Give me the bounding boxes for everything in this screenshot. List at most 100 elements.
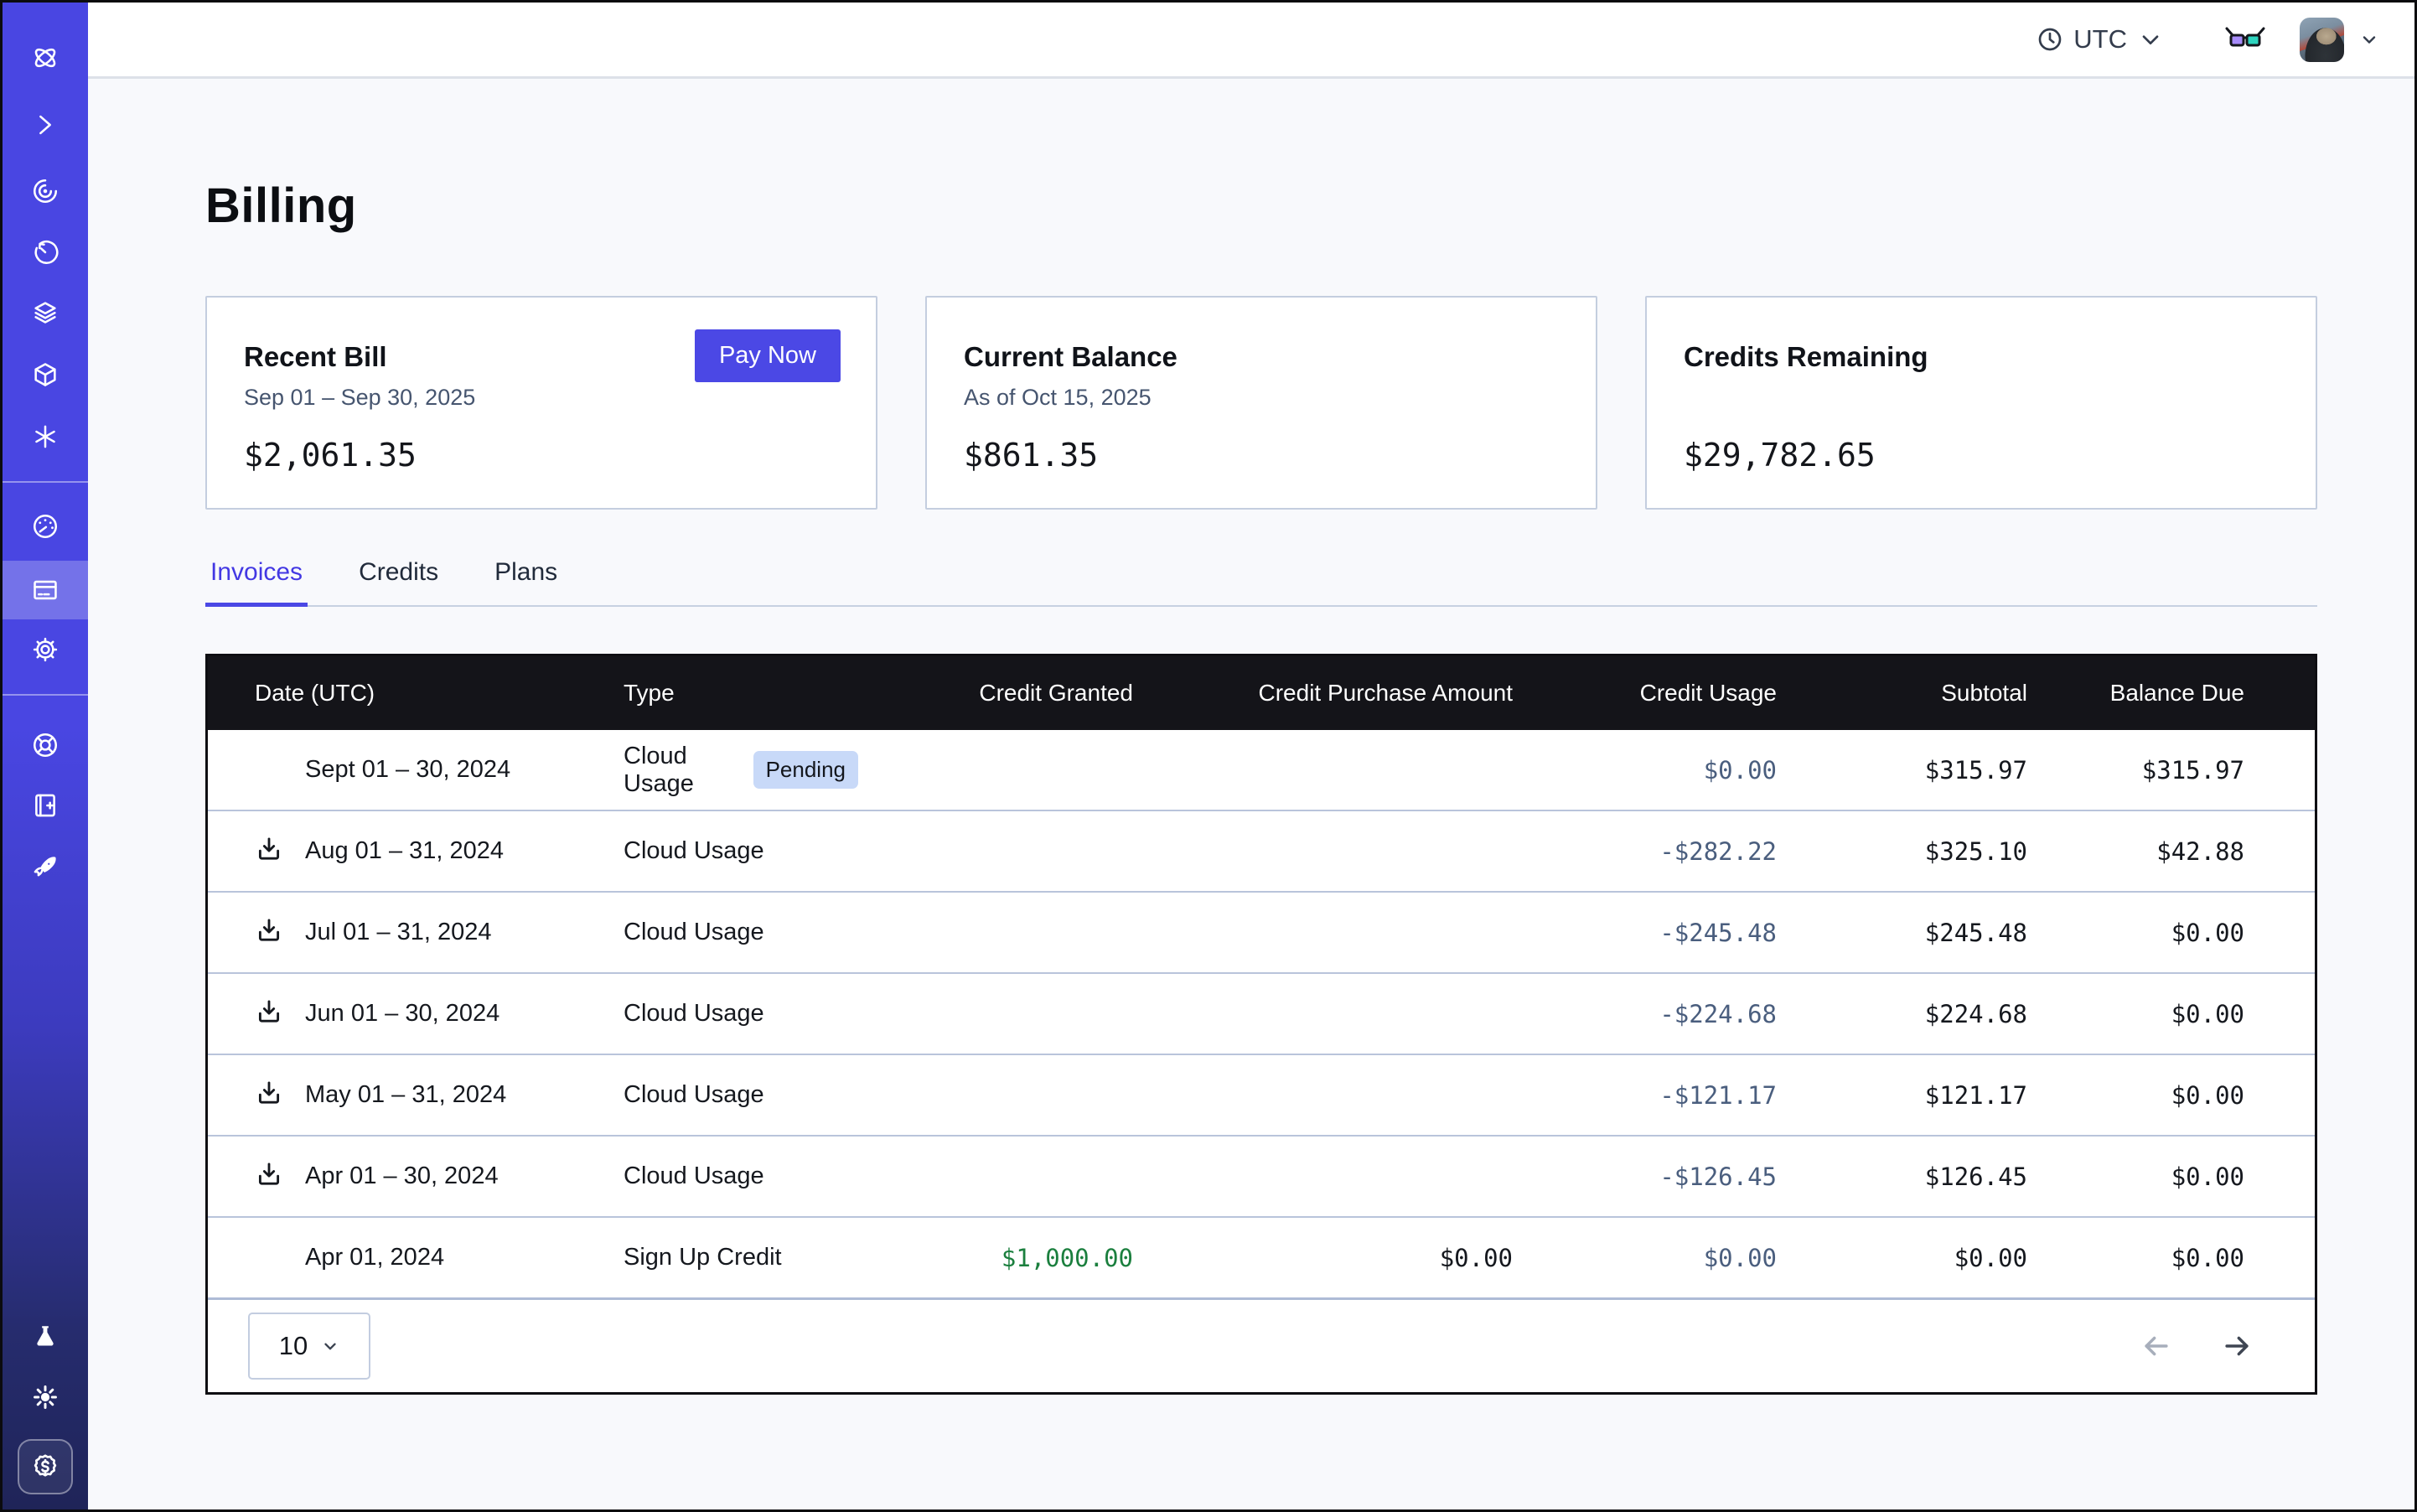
credits-remaining-card: Credits Remaining $29,782.65 (1645, 296, 2317, 510)
page-size-select[interactable]: 10 (248, 1313, 370, 1380)
tab-plans[interactable]: Plans (494, 558, 558, 586)
pay-now-button[interactable]: Pay Now (694, 329, 841, 382)
rocket-icon[interactable] (3, 836, 88, 898)
card-amount: $861.35 (964, 437, 1099, 474)
sidebar-active-highlight (3, 561, 88, 619)
billing-card-icon[interactable] (3, 559, 88, 621)
chevron-down-icon (324, 1343, 336, 1350)
download-cell[interactable] (255, 1079, 305, 1111)
invoice-date: Jun 01 – 30, 2024 (305, 1000, 500, 1027)
vortex-icon[interactable] (3, 160, 88, 222)
table-header-row: Date (UTC) Type Credit Granted Credit Pu… (208, 656, 2315, 730)
dashboard-gauge-icon[interactable] (3, 495, 88, 557)
column-header-type: Type (624, 680, 675, 706)
column-header-date: Date (UTC) (255, 680, 375, 706)
subtotal-value: $126.45 (1924, 1162, 2027, 1191)
previous-page-arrow-icon[interactable] (2140, 1330, 2172, 1362)
credit-usage-value: -$121.17 (1659, 1080, 1777, 1110)
theme-sun-icon[interactable] (3, 1366, 88, 1428)
user-menu-chevron-icon[interactable] (2359, 29, 2379, 49)
credit-usage-value: -$245.48 (1659, 918, 1777, 947)
summary-cards: Recent Bill Sep 01 – Sep 30, 2025 $2,061… (205, 296, 2317, 510)
invoice-date: Sept 01 – 30, 2024 (305, 756, 511, 783)
layers-icon[interactable] (3, 282, 88, 344)
user-avatar[interactable] (2300, 17, 2344, 62)
timezone-switcher[interactable]: UTC (2037, 24, 2164, 54)
credit-purchase-amount-value: $0.00 (1439, 1243, 1513, 1272)
billing-tabs: Invoices Credits Plans (205, 558, 2317, 607)
download-invoice-icon[interactable] (255, 1160, 283, 1188)
invoice-type-label: Cloud Usage (624, 742, 694, 797)
balance-due-value: $0.00 (2171, 1162, 2244, 1191)
table-row: Sept 01 – 30, 2024 Cloud Usage Pending $0.0… (208, 730, 2315, 810)
card-subtitle: As of Oct 15, 2025 (964, 385, 1152, 410)
card-amount: $29,782.65 (1684, 437, 1876, 474)
download-cell[interactable] (255, 1160, 305, 1193)
table-row: Apr 01, 2024 Sign Up Credit $1,000.00 $0.00… (208, 1216, 2315, 1297)
chevron-down-icon (2142, 35, 2159, 44)
pagination-arrows (2140, 1330, 2253, 1362)
card-title: Recent Bill (244, 341, 387, 372)
invoice-type-label: Cloud Usage (624, 1081, 764, 1108)
column-header-credit-purchase-amount: Credit Purchase Amount (1258, 680, 1514, 706)
clock-icon (2038, 28, 2062, 51)
balance-due-value: $42.88 (2156, 836, 2244, 866)
credits-dollar-badge-button[interactable] (18, 1439, 73, 1494)
invoice-type: Cloud Usage (624, 1000, 858, 1028)
invoice-type-label: Cloud Usage (624, 837, 764, 864)
invoice-type: Cloud Usage (624, 919, 858, 946)
column-header-credit-usage: Credit Usage (1639, 680, 1777, 706)
credit-usage-value: $0.00 (1703, 755, 1777, 784)
tab-invoices[interactable]: Invoices (205, 558, 308, 607)
balance-due-value: $0.00 (2171, 1243, 2244, 1272)
download-invoice-icon[interactable] (255, 1079, 283, 1107)
download-cell[interactable] (255, 916, 305, 949)
invoice-type: Cloud Usage Pending (624, 743, 858, 798)
cube-icon[interactable] (3, 344, 88, 406)
main-content: Billing Recent Bill Sep 01 – Sep 30, 202… (88, 79, 2414, 1509)
download-invoice-icon[interactable] (255, 835, 283, 863)
invoice-date: Apr 01 – 30, 2024 (305, 1162, 499, 1189)
invoice-type-label: Sign Up Credit (624, 1244, 782, 1271)
card-amount: $2,061.35 (244, 437, 417, 474)
invoices-table: Date (UTC) Type Credit Granted Credit Pu… (205, 654, 2317, 1395)
pending-status-badge: Pending (753, 751, 858, 789)
console-chevron-icon[interactable] (3, 94, 88, 156)
subtotal-value: $245.48 (1924, 918, 2027, 947)
sidebar-divider (3, 694, 88, 696)
sidebar (3, 3, 88, 1509)
balance-due-value: $0.00 (2171, 918, 2244, 947)
column-header-credit-granted: Credit Granted (979, 680, 1133, 706)
card-subtitle (1684, 385, 2279, 412)
docs-book-plus-icon[interactable] (3, 774, 88, 836)
invoice-date: Aug 01 – 31, 2024 (305, 837, 505, 864)
support-lifebuoy-icon[interactable] (3, 714, 88, 776)
balance-due-value: $0.00 (2171, 999, 2244, 1028)
download-invoice-icon[interactable] (255, 997, 283, 1026)
column-header-balance-due: Balance Due (2109, 680, 2244, 706)
settings-gear-icon[interactable] (3, 619, 88, 681)
page-size-value: 10 (278, 1331, 308, 1360)
table-row: May 01 – 31, 2024 Cloud Usage -$121.17 $121… (208, 1054, 2315, 1135)
invoice-type-label: Cloud Usage (624, 919, 764, 945)
logo-orbit-icon[interactable] (3, 27, 88, 89)
tab-credits[interactable]: Credits (359, 558, 439, 586)
credit-usage-value: -$224.68 (1659, 999, 1777, 1028)
download-invoice-icon[interactable] (255, 916, 283, 945)
demo-glasses-icon[interactable] (2224, 25, 2266, 54)
asterisk-icon[interactable] (3, 406, 88, 468)
download-cell[interactable] (255, 997, 305, 1030)
sidebar-divider (3, 481, 88, 483)
card-subtitle: Sep 01 – Sep 30, 2025 (244, 385, 476, 410)
invoice-type-label: Cloud Usage (624, 1000, 764, 1027)
download-cell[interactable] (255, 835, 305, 867)
labs-flask-icon[interactable] (3, 1306, 88, 1368)
invoice-type: Cloud Usage (624, 1162, 858, 1190)
timezone-label: UTC (2073, 24, 2127, 54)
credit-usage-value: $0.00 (1703, 1243, 1777, 1272)
table-row: Jul 01 – 31, 2024 Cloud Usage -$245.48 $245… (208, 891, 2315, 972)
timer-icon[interactable] (3, 221, 88, 283)
next-page-arrow-icon[interactable] (2221, 1330, 2253, 1362)
credit-granted-value: $1,000.00 (1001, 1243, 1133, 1272)
